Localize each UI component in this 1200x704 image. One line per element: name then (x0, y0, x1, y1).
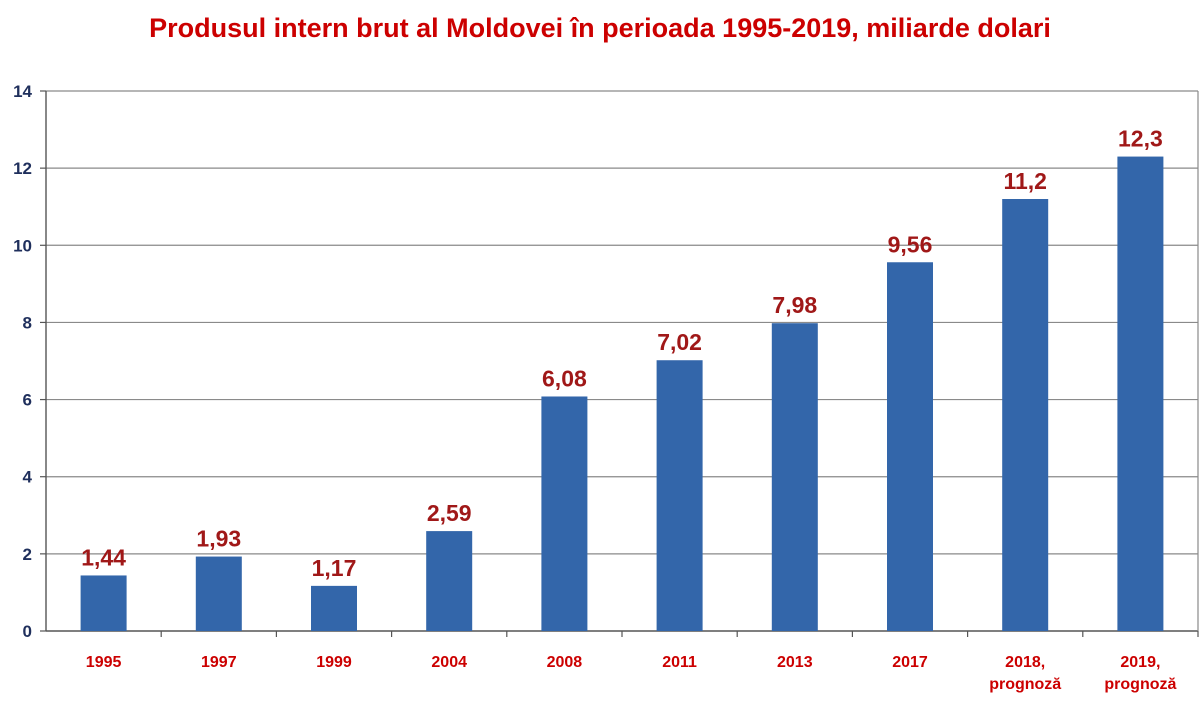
x-tick-label: 2008 (547, 654, 583, 671)
y-tick-label: 6 (23, 391, 32, 410)
gridlines (46, 90, 1198, 555)
data-label: 1,17 (312, 555, 357, 581)
bar (1117, 156, 1164, 632)
x-tick-label: 1999 (316, 654, 352, 671)
bar (195, 556, 242, 631)
x-tick-label: 1995 (86, 654, 122, 671)
bar (1002, 199, 1049, 631)
data-label: 1,93 (196, 526, 241, 552)
data-label: 7,98 (772, 292, 817, 318)
y-tick-label: 2 (23, 545, 32, 564)
x-tick-label: 2018, prognoză (989, 654, 1061, 693)
bars (80, 156, 1164, 632)
x-tick-label: 2011 (662, 654, 697, 671)
bar (656, 360, 703, 631)
y-tick-label: 14 (13, 82, 32, 101)
bar (80, 575, 127, 631)
chart-title: Produsul intern brut al Moldovei în peri… (149, 13, 1051, 43)
x-tick-label: 1997 (201, 654, 237, 671)
data-labels: 1,44 1,93 1,17 2,59 6,08 7,02 7,98 9,56 11,2 12,3 (81, 126, 1163, 581)
data-label: 7,02 (657, 329, 702, 355)
y-axis-ticks: 0 2 4 6 8 10 12 14 (13, 82, 32, 641)
y-tick-label: 4 (23, 468, 33, 487)
data-label: 1,44 (81, 544, 126, 570)
x-tick-label: 2019, prognoză (1104, 654, 1176, 693)
data-label: 6,08 (542, 365, 587, 391)
bar (771, 323, 818, 631)
chart-title-box: Produsul intern brut al Moldovei în peri… (0, 8, 1200, 48)
data-label: 2,59 (427, 500, 472, 526)
bar (887, 262, 933, 631)
y-tick-label: 10 (13, 236, 32, 255)
bar (541, 396, 588, 631)
data-label: 9,56 (888, 231, 933, 257)
y-tick-label: 0 (23, 622, 32, 641)
x-tick-label: 2004 (431, 654, 467, 671)
y-tick-label: 8 (23, 313, 32, 332)
bar (311, 585, 357, 631)
x-tick-label: 2013 (777, 654, 813, 671)
x-tick-label: 2017 (892, 654, 928, 671)
x-axis-ticks: 1995 1997 1999 2004 2008 2011 2013 2017 2018, pro… (86, 654, 1177, 693)
y-tick-label: 12 (13, 159, 32, 178)
data-label: 11,2 (1003, 168, 1047, 194)
data-label: 12,3 (1118, 126, 1163, 152)
bar (426, 531, 473, 631)
